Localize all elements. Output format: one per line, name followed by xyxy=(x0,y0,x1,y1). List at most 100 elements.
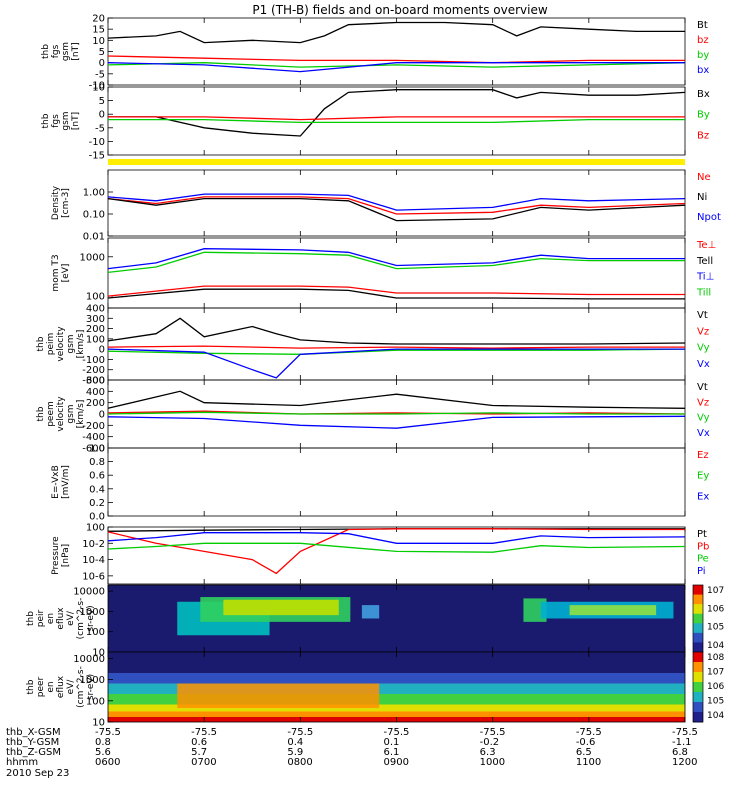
y-axis-label-line: eV/ xyxy=(66,679,76,695)
time-axis-value: 1100 xyxy=(576,757,601,768)
colorbar-segment xyxy=(693,623,703,634)
time-axis-value: -75.5 xyxy=(191,727,217,738)
colorbar-segment xyxy=(693,642,703,653)
time-axis-value: 0.6 xyxy=(191,737,207,748)
y-axis-label: thb fgs gsm [nT] xyxy=(41,42,81,61)
colorbar-label: 104 xyxy=(707,641,724,651)
y-axis-label-line: fgs xyxy=(51,114,61,128)
y-axis-label-line: (cm^2-s- xyxy=(76,666,86,708)
y-axis-label-line: eflux xyxy=(56,607,66,630)
y-tick-label: 0.01 xyxy=(83,232,105,243)
time-axis-value: -75.5 xyxy=(95,727,121,738)
spectrogram-cell xyxy=(361,605,380,619)
y-tick-label: 600 xyxy=(86,376,105,387)
series-line-Npot xyxy=(107,193,686,211)
legend-label: Bt xyxy=(697,20,708,31)
legend-label: Vt xyxy=(697,310,708,321)
colorbar-label: 106 xyxy=(707,682,724,692)
panel-peir-spectrogram: 107 106 105 104 10000 1000 100 10 thb peir en eflux… xyxy=(26,584,724,659)
series-line-Ne xyxy=(107,196,686,215)
y-axis-label-line: peir xyxy=(36,609,46,627)
y-axis-label-line: Pressure xyxy=(51,536,61,575)
panel-fgs-gsm-2: 10 5 0 -5 -10 -15 thb fgs gsm [nT] Bx By Bz xyxy=(41,83,710,162)
y-tick-label: -200 xyxy=(82,421,105,432)
y-tick-label: 0.10 xyxy=(83,210,105,221)
panel-density: 1.00 0.10 0.01 Density [cm-3] Ne Ni Npot xyxy=(51,169,721,243)
y-tick-label: 20 xyxy=(92,14,105,25)
y-tick-label: -600 xyxy=(82,444,105,455)
series-line-Ni xyxy=(107,197,686,222)
time-axis-value: 6.5 xyxy=(576,747,592,758)
legend-label: Ex xyxy=(697,491,709,502)
series-line-Vy xyxy=(107,411,685,415)
legend-label: Te⊥ xyxy=(696,240,716,251)
y-tick-label: 100 xyxy=(86,696,105,707)
y-axis-label: Pressure [nPa] xyxy=(51,536,71,575)
y-axis-label: thb peem velocity gsm [km/s] xyxy=(36,396,86,432)
legend-label: Bx xyxy=(697,89,710,100)
y-tick-label: 400 xyxy=(86,304,105,315)
panel-frame xyxy=(107,447,686,517)
y-axis-label-line: eV/ xyxy=(66,610,76,626)
y-axis-label-line: gsm xyxy=(66,404,76,423)
y-tick-label: 0 xyxy=(99,110,105,121)
y-axis-label-line: thb xyxy=(26,611,36,626)
time-axis-table: thb_X-GSMthb_Y-GSMthb_Z-GSMhhmm-75.50.85… xyxy=(6,727,698,768)
y-axis-label-line: en xyxy=(46,613,56,624)
y-tick-label: 0.8 xyxy=(89,457,105,468)
plot-title: P1 (TH-B) fields and on-board moments ov… xyxy=(252,3,548,17)
panel-frame xyxy=(107,169,686,237)
time-axis-value: 5.6 xyxy=(95,747,111,758)
y-tick-label: 300 xyxy=(86,314,105,325)
series-line-Vz xyxy=(107,410,686,415)
series-line-Pe xyxy=(107,542,686,553)
legend-label: Vz xyxy=(697,397,709,408)
y-tick-label: 0 xyxy=(99,410,105,421)
legend-label: Pi xyxy=(697,566,706,577)
y-axis-label-line: fgs xyxy=(51,44,61,58)
series-line-Te⊥ xyxy=(107,285,685,297)
series-line-by xyxy=(107,62,686,68)
y-tick-label: 15 xyxy=(92,25,105,36)
y-tick-label: 1000 xyxy=(80,252,105,263)
y-tick-label: 100 xyxy=(86,292,105,303)
spectrogram-cell xyxy=(223,599,339,616)
series-line-Till xyxy=(107,251,685,274)
time-axis-value: -0.6 xyxy=(576,737,596,748)
time-axis-value: -1.1 xyxy=(672,737,692,748)
y-axis-label-line: [mV/m] xyxy=(61,465,71,499)
y-tick-label: 10 xyxy=(92,718,105,729)
time-axis-value: 0800 xyxy=(287,757,312,768)
y-tick-label: 400 xyxy=(86,387,105,398)
y-tick-label: -10 xyxy=(89,81,105,92)
spectrogram-band xyxy=(108,704,685,712)
colorbar-label: 104 xyxy=(707,711,724,721)
colorbar-label: 108 xyxy=(707,653,724,663)
y-tick-label: -5 xyxy=(95,69,105,80)
y-tick-label: -5 xyxy=(95,123,105,134)
spectrogram-band xyxy=(108,683,685,694)
y-tick-label: 200 xyxy=(86,398,105,409)
y-axis-label: thb fgs gsm [nT] xyxy=(41,111,81,130)
y-tick-label: -300 xyxy=(82,376,105,387)
series-line-Pi xyxy=(107,532,686,544)
y-axis-label-line: E=-VxB xyxy=(51,465,61,499)
y-axis-label-line: Density xyxy=(51,185,61,220)
series-line-By xyxy=(108,118,685,124)
y-axis-label-line: [cm-3] xyxy=(61,188,71,218)
colorbar-segment xyxy=(693,712,703,723)
y-tick-label: -100 xyxy=(82,355,105,366)
series-line-Bt xyxy=(107,21,685,44)
y-axis-label-line: [km/s] xyxy=(76,400,86,429)
y-tick-label: 0.0 xyxy=(89,512,105,523)
y-tick-label: -400 xyxy=(82,432,105,443)
series-line-Pb xyxy=(107,528,685,575)
y-axis-label-line: eflux xyxy=(56,675,66,698)
time-axis-value: -75.5 xyxy=(384,727,410,738)
time-axis-value: 0700 xyxy=(191,757,216,768)
y-axis-label-line: gsm xyxy=(66,334,76,353)
y-tick-label: 1000 xyxy=(80,675,105,686)
